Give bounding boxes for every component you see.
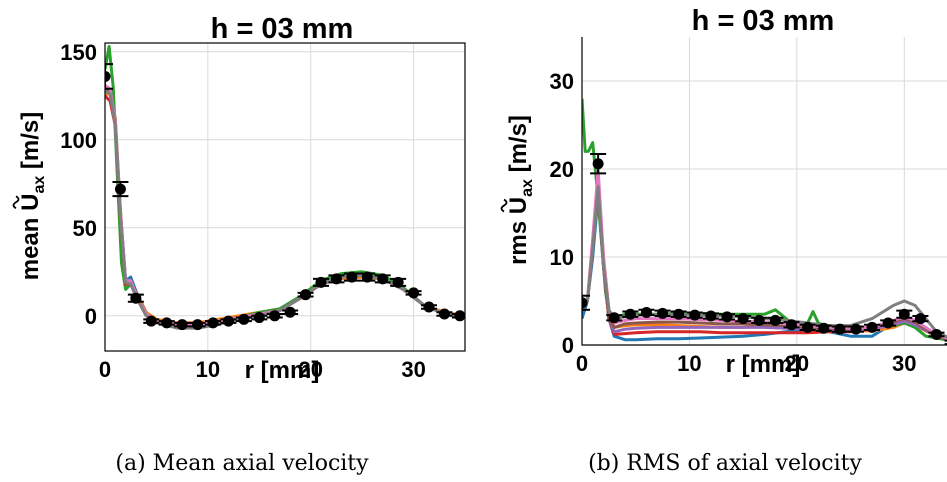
data-point: [361, 271, 373, 283]
x-tick-label: 20: [785, 351, 809, 376]
data-point: [192, 319, 204, 331]
y-axis-label-a: mean Uax [m/s]: [12, 112, 48, 281]
data-point: [377, 273, 389, 285]
y-tick-label: 30: [550, 69, 574, 94]
data-point: [408, 287, 420, 299]
data-point: [582, 297, 588, 309]
data-point: [769, 314, 781, 326]
data-point: [222, 315, 234, 327]
chart-title-a: h = 03 mm: [211, 13, 354, 45]
data-point: [238, 313, 250, 325]
data-point: [689, 309, 701, 321]
data-point: [176, 319, 188, 331]
ticks-a: 0 10 20 30 0 50 100 150: [60, 40, 426, 382]
x-tick-label: 10: [677, 351, 701, 376]
data-point: [640, 306, 652, 318]
data-point: [284, 306, 296, 318]
data-point: [330, 273, 342, 285]
data-point: [785, 319, 797, 331]
panel-rms-axial-velocity: h = 03 mm 0 10 20 30 0 10 20 30 r [mm] rms Uax …: [500, 5, 947, 476]
marker-group-b: [582, 153, 947, 345]
svg-text:rms Uax [m/s]: rms Uax [m/s]: [505, 115, 536, 265]
data-point: [145, 315, 157, 327]
data-point: [161, 317, 173, 329]
series-line: [105, 45, 465, 327]
plot-frame-a: [104, 42, 466, 352]
data-point: [207, 317, 219, 329]
grid-a: [105, 43, 465, 351]
data-point: [737, 313, 749, 325]
x-tick-label: 0: [576, 351, 588, 376]
x-axis-label-a: r [mm]: [245, 357, 320, 384]
data-point: [608, 312, 620, 324]
x-tick-label: 0: [99, 357, 111, 382]
data-point: [592, 158, 604, 170]
data-point: [253, 312, 265, 324]
x-tick-label: 30: [401, 357, 425, 382]
data-point: [866, 321, 878, 333]
series-group-b: [582, 98, 947, 342]
data-point: [802, 321, 814, 333]
series-group-a: [105, 45, 465, 330]
data-point: [624, 308, 636, 320]
y-tick-label: 10: [550, 245, 574, 270]
chart-title-b: h = 03 mm: [692, 5, 835, 37]
ticks-b: 0 10 20 30 0 10 20 30: [550, 69, 917, 376]
y-axis-label-b: rms Uax [m/s]: [500, 115, 536, 265]
data-point: [657, 307, 669, 319]
data-point: [346, 271, 358, 283]
x-axis-label-b: r [mm]: [726, 351, 801, 378]
data-point: [753, 314, 765, 326]
data-point: [721, 311, 733, 323]
y-tick-label: 0: [85, 304, 97, 329]
data-point: [850, 323, 862, 335]
marker-group-a: [105, 63, 465, 331]
data-point: [269, 310, 281, 322]
data-point: [130, 292, 142, 304]
x-tick-label: 30: [892, 351, 916, 376]
data-point: [882, 317, 894, 329]
data-point: [834, 323, 846, 335]
data-point: [114, 183, 126, 195]
caption-a: (a) Mean axial velocity: [115, 451, 369, 476]
tilde-mark: [12, 195, 20, 209]
y-tick-label: 150: [60, 40, 97, 65]
data-point: [454, 310, 465, 322]
tilde-mark: [500, 198, 508, 213]
x-tick-label: 20: [298, 357, 322, 382]
y-tick-label: 50: [73, 216, 97, 241]
data-point: [315, 276, 327, 288]
svg-text:mean Uax [m/s]: mean Uax [m/s]: [17, 112, 48, 281]
data-point: [898, 308, 910, 320]
data-point: [673, 308, 685, 320]
y-tick-label: 0: [562, 333, 574, 358]
grid-b: [582, 37, 947, 345]
panel-mean-axial-velocity: h = 03 mm 0 10 20 30 0 50 100 150 r [mm] mean U…: [12, 13, 466, 476]
x-tick-label: 10: [196, 357, 220, 382]
plot-frame-b: [581, 37, 947, 346]
data-point: [392, 276, 404, 288]
data-point: [423, 301, 435, 313]
data-point: [300, 289, 312, 301]
caption-b: (b) RMS of axial velocity: [588, 451, 862, 476]
data-point: [705, 310, 717, 322]
data-point: [914, 313, 926, 325]
y-tick-label: 20: [550, 157, 574, 182]
data-point: [105, 70, 111, 82]
data-point: [438, 308, 450, 320]
data-point: [818, 322, 830, 334]
y-tick-label: 100: [60, 128, 97, 153]
data-point: [931, 328, 943, 340]
